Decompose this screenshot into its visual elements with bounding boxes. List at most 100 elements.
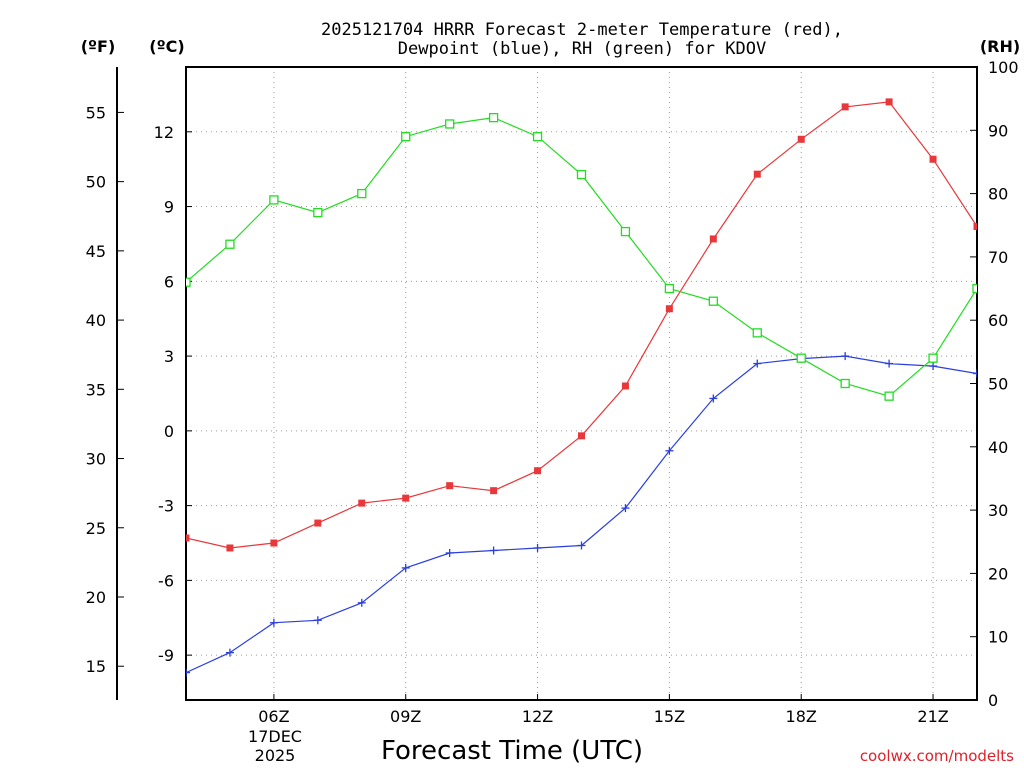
temperature-point [709, 235, 717, 243]
fahrenheit-tick-label: 25 [86, 519, 106, 538]
temperature-point [490, 487, 498, 495]
x-tick-label: 15Z [654, 707, 685, 726]
celsius-tick-label: 12 [154, 123, 174, 142]
date-label-year: 2025 [255, 746, 296, 765]
chart-title-line1: 2025121704 HRRR Forecast 2-meter Tempera… [321, 20, 843, 40]
dewpoint-point [401, 563, 410, 572]
rh-tick-label: 10 [988, 628, 1008, 647]
rh-tick-label: 90 [988, 121, 1008, 140]
celsius-tick-label: 0 [164, 422, 174, 441]
rh-tick-label: 70 [988, 248, 1008, 267]
celsius-tick-label: 6 [164, 272, 174, 291]
rh-point [313, 207, 323, 218]
dewpoint-point [885, 359, 894, 368]
x-tick-label: 06Z [258, 707, 289, 726]
temperature-point [665, 305, 673, 313]
dewpoint-point [929, 362, 938, 371]
rh-point [576, 169, 587, 180]
series-dewpoint [186, 352, 977, 677]
gridlines [186, 67, 977, 700]
rh-tick-label: 20 [988, 564, 1008, 583]
temperature-point [446, 482, 454, 490]
series-line [186, 116, 977, 397]
temperature-point [358, 499, 366, 507]
rh-point [401, 131, 411, 142]
fahrenheit-tick-label: 30 [86, 450, 106, 469]
rh-tick-label: 60 [988, 311, 1008, 330]
temperature-point [885, 98, 893, 106]
chart-title-line2: Dewpoint (blue), RH (green) for KDOV [398, 39, 766, 59]
rh-point [928, 353, 938, 363]
temperature-point [973, 222, 977, 230]
temperature-point [578, 432, 585, 440]
rh-point [186, 277, 191, 287]
dewpoint-point [665, 446, 674, 455]
dewpoint-point [269, 618, 278, 627]
dewpoint-point [709, 394, 718, 403]
rh-point [445, 119, 455, 129]
temperature-point [270, 539, 278, 547]
dewpoint-point [445, 548, 454, 557]
rh-axis-unit: (RH) [980, 37, 1020, 56]
dewpoint-point [357, 598, 366, 607]
tick-labels: 06Z 09Z 12Z 15Z 18Z 21Z129630-3-6-95550454035… [86, 58, 1019, 726]
rh-point [269, 195, 279, 205]
celsius-tick-label: 3 [164, 347, 174, 366]
dewpoint-point [753, 359, 762, 368]
temperature-point [186, 534, 190, 542]
celsius-tick-label: -6 [158, 571, 174, 590]
fahrenheit-axis-unit: (ºF) [81, 37, 116, 56]
x-tick-label: 21Z [917, 707, 948, 726]
dewpoint-point [841, 352, 850, 361]
fahrenheit-tick-label: 40 [86, 311, 106, 330]
celsius-tick-label: 9 [164, 198, 174, 217]
rh-tick-label: 100 [988, 58, 1019, 77]
rh-tick-label: 50 [988, 375, 1008, 394]
x-tick-label: 18Z [786, 707, 817, 726]
rh-point [972, 283, 977, 294]
rh-point [752, 328, 762, 338]
dewpoint-point [186, 668, 190, 677]
dewpoint-point [533, 543, 542, 552]
rh-tick-label: 80 [988, 185, 1008, 204]
rh-point [620, 226, 631, 237]
rh-point [225, 239, 235, 249]
dewpoint-point [225, 648, 234, 657]
celsius-axis-unit: (ºC) [149, 37, 184, 56]
temperature-point [534, 467, 542, 475]
celsius-tick-label: -3 [158, 497, 174, 516]
dewpoint-point [973, 369, 977, 378]
dewpoint-point [313, 616, 322, 625]
x-tick-label: 09Z [390, 707, 421, 726]
celsius-tick-label: -9 [158, 646, 174, 665]
series-line [186, 101, 977, 549]
rh-point [708, 296, 718, 306]
series-2-meter-temperature [186, 98, 977, 552]
plot-frame [185, 66, 978, 701]
temperature-point [621, 382, 629, 390]
fahrenheit-tick-label: 50 [86, 173, 106, 192]
rh-tick-label: 40 [988, 438, 1008, 457]
rh-point [884, 391, 894, 401]
temperature-point [841, 103, 849, 111]
rh-point [488, 112, 499, 123]
source-credit: coolwx.com/modelts [860, 747, 1014, 765]
temperature-point [797, 135, 805, 143]
rh-point [664, 283, 675, 294]
temperature-point [226, 544, 234, 552]
temperature-point [402, 494, 410, 502]
series-relative-humidity [186, 112, 977, 401]
temperature-point [314, 519, 322, 527]
fahrenheit-tick-label: 15 [86, 657, 106, 676]
axes [116, 66, 978, 701]
date-label-day: 17DEC [248, 727, 302, 746]
fahrenheit-tick-label: 35 [86, 380, 106, 399]
rh-point [796, 353, 806, 363]
dewpoint-point [489, 546, 498, 555]
rh-tick-label: 0 [988, 691, 998, 710]
fahrenheit-tick-label: 20 [86, 588, 106, 607]
data-series [186, 98, 977, 677]
rh-point [840, 378, 850, 389]
dewpoint-point [577, 541, 586, 550]
